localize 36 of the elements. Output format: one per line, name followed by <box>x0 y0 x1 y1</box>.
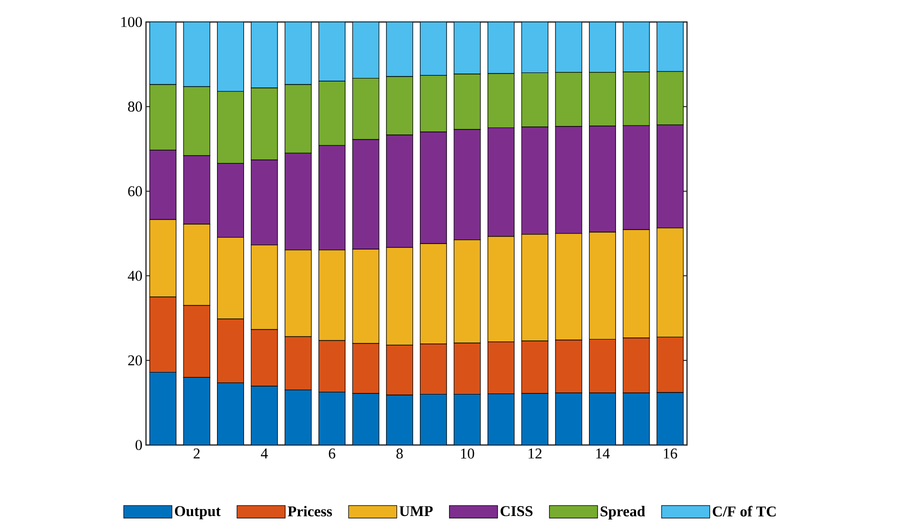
bar <box>352 393 379 445</box>
bar <box>589 392 616 445</box>
bar <box>386 395 413 445</box>
x-tick-label: 16 <box>664 448 678 459</box>
bar <box>623 392 650 445</box>
bar <box>217 382 244 445</box>
bar <box>318 392 346 445</box>
y-tick-label: 0 <box>136 440 142 450</box>
legend-label: C/F of TC <box>712 506 776 516</box>
x-tick-label: 12 <box>528 448 542 458</box>
y-tick-label: 80 <box>128 102 142 112</box>
y-tick-label: 60 <box>128 186 142 196</box>
bar <box>251 386 278 445</box>
bar <box>150 372 176 445</box>
bar <box>420 394 447 445</box>
y-tick-label: 20 <box>128 355 142 366</box>
x-tick-label: 2 <box>194 448 200 458</box>
legend-label: CISS <box>500 506 532 516</box>
bar <box>284 390 312 445</box>
legend-label: Output <box>174 506 221 520</box>
legend-label: UMP <box>399 506 433 516</box>
bar <box>454 394 480 445</box>
x-tick-label: 14 <box>596 448 610 458</box>
bar <box>488 394 514 445</box>
bar <box>555 392 582 445</box>
x-tick-label: 8 <box>396 448 403 459</box>
y-tick-label: 100 <box>121 16 142 28</box>
y-tick-label: 40 <box>128 270 142 281</box>
legend-label: Spread <box>600 506 646 520</box>
bar <box>656 392 684 445</box>
x-tick-label: 6 <box>328 448 336 459</box>
x-tick-label: 10 <box>461 448 474 459</box>
legend-label: Pricess <box>288 506 332 516</box>
bar <box>184 377 210 445</box>
bar <box>522 393 548 445</box>
x-tick-label: 4 <box>260 448 268 458</box>
